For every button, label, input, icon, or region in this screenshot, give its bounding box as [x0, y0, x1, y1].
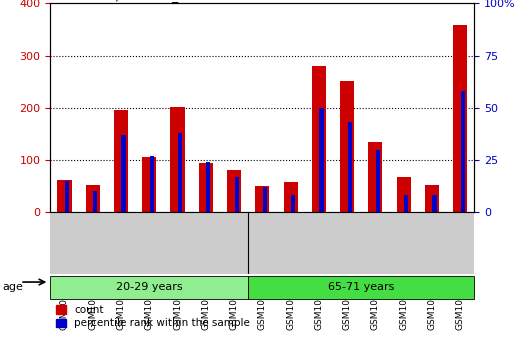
Bar — [396, 177, 411, 212]
Bar — [348, 122, 352, 212]
FancyBboxPatch shape — [50, 276, 248, 299]
Bar — [432, 196, 437, 212]
Bar — [312, 66, 326, 212]
Bar — [234, 177, 238, 212]
Bar — [284, 182, 298, 212]
Bar — [340, 81, 354, 212]
Bar — [142, 157, 156, 212]
Text: GDS473 / 231877_at: GDS473 / 231877_at — [61, 0, 191, 2]
Bar — [86, 185, 100, 212]
Bar — [171, 107, 184, 212]
Bar — [149, 156, 154, 212]
Bar — [255, 186, 269, 212]
Bar — [404, 196, 408, 212]
Text: 65-71 years: 65-71 years — [328, 282, 394, 292]
Bar — [121, 135, 126, 212]
Bar — [291, 196, 295, 212]
Bar — [319, 108, 323, 212]
Bar — [461, 91, 465, 212]
Bar — [65, 181, 69, 212]
Bar — [114, 110, 128, 212]
Bar — [425, 185, 439, 212]
Bar — [206, 162, 210, 212]
Bar — [178, 133, 182, 212]
Bar — [263, 187, 267, 212]
Text: age: age — [3, 282, 23, 292]
Legend: count, percentile rank within the sample: count, percentile rank within the sample — [56, 305, 250, 328]
Bar — [57, 180, 72, 212]
Bar — [453, 26, 467, 212]
Text: 20-29 years: 20-29 years — [116, 282, 183, 292]
Bar — [199, 162, 213, 212]
Bar — [93, 191, 98, 212]
Bar — [227, 170, 241, 212]
FancyBboxPatch shape — [248, 276, 474, 299]
Bar — [376, 149, 380, 212]
Bar — [368, 142, 383, 212]
